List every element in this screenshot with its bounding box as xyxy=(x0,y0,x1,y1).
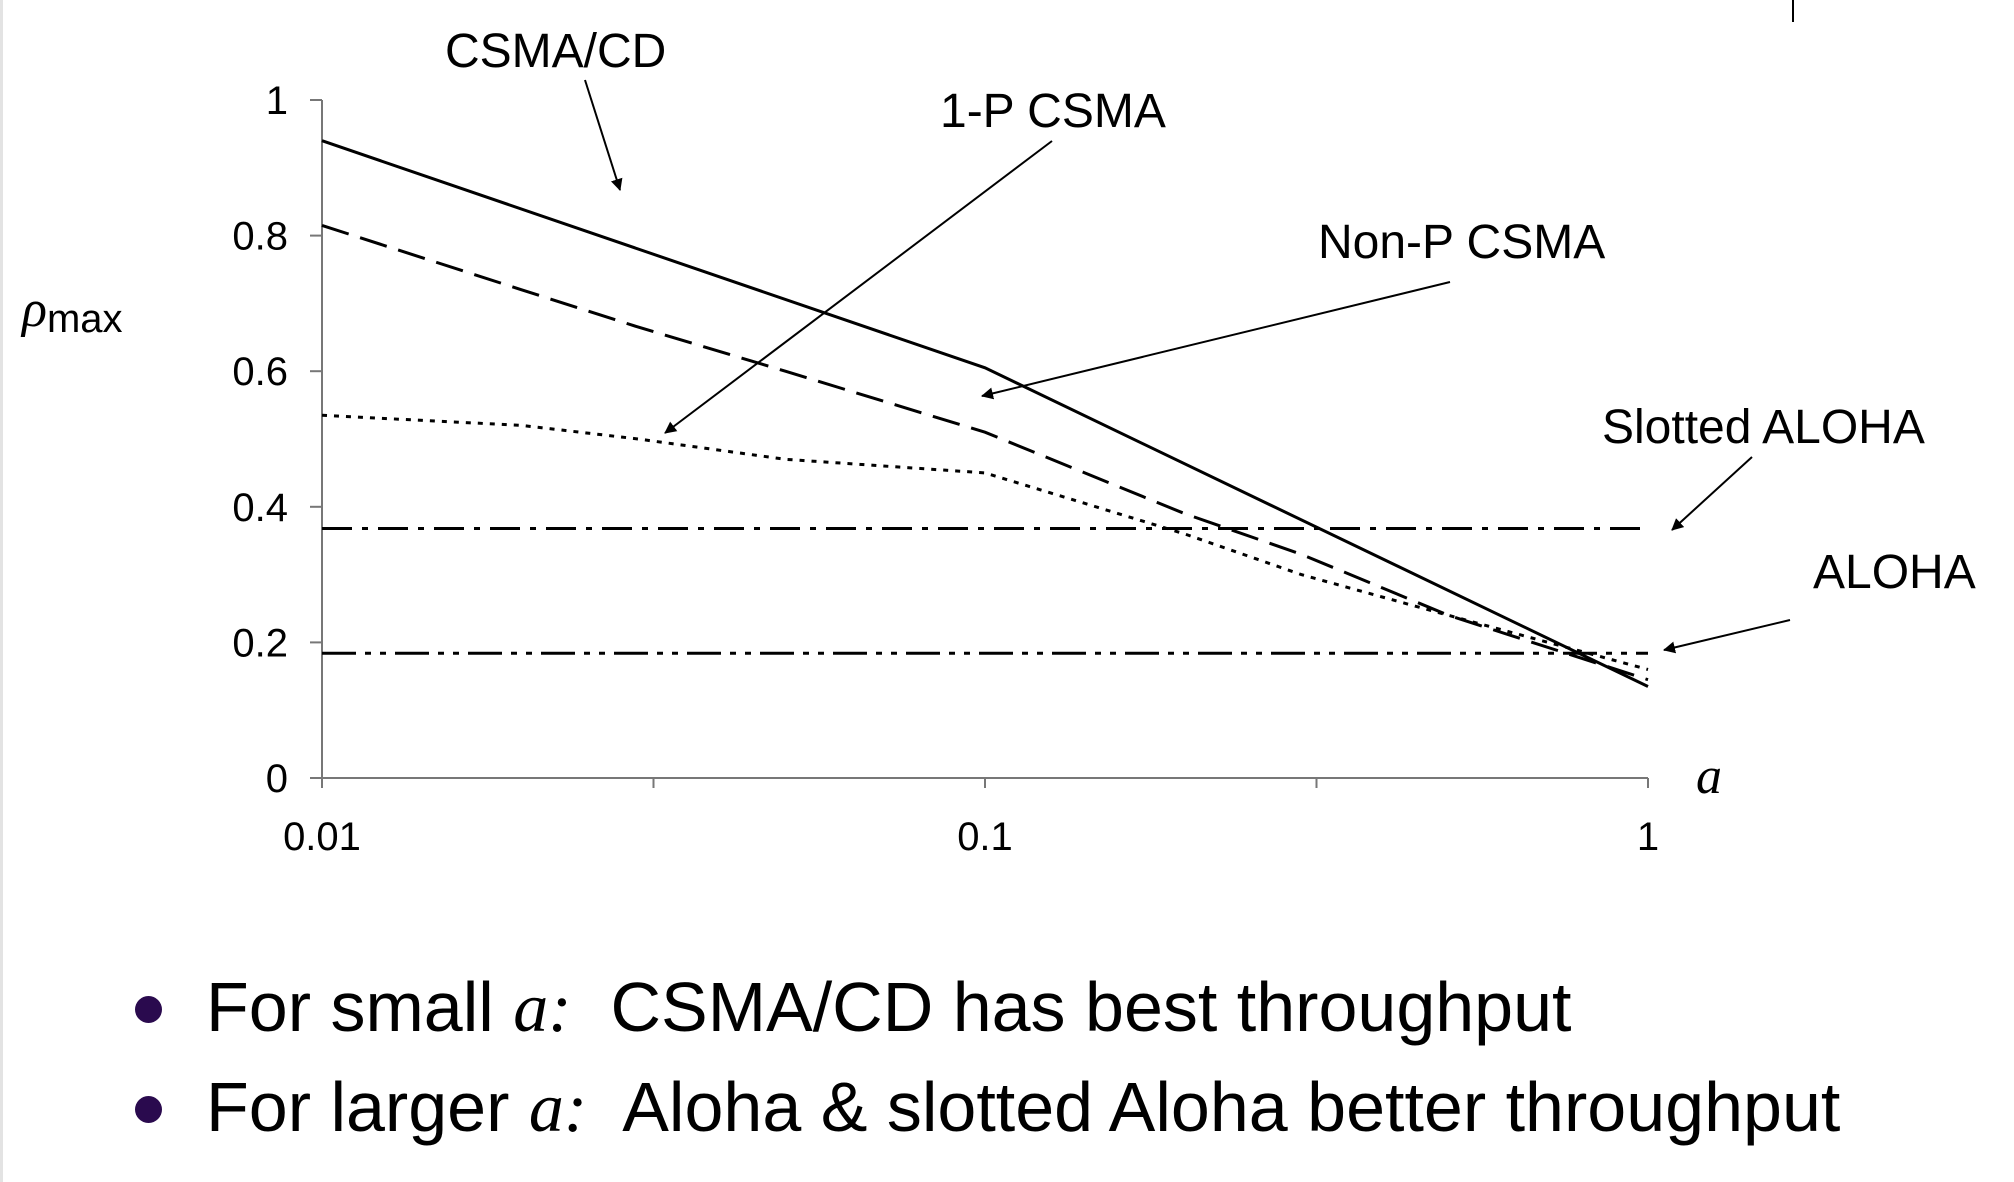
non-p-csma-arrow xyxy=(981,281,1451,400)
series-line-non-p-csma xyxy=(321,223,1649,682)
bullet-text-rest: Aloha & slotted Aloha better throughput xyxy=(587,1068,1841,1146)
x-axis-label: a xyxy=(1696,748,1722,805)
aloha-arrow xyxy=(1663,619,1791,654)
bullet-text-lead: For small xyxy=(206,968,514,1046)
series-line-csma-cd xyxy=(321,139,1649,688)
csma-cd-arrow xyxy=(584,79,623,191)
y-tick-label: 0.2 xyxy=(232,621,288,665)
series-line-1-p-csma xyxy=(321,413,1649,671)
bullet-item: For larger a: Aloha & slotted Aloha bett… xyxy=(130,1058,1840,1158)
bullet-dot xyxy=(135,1096,162,1123)
y-tick-label: 0.6 xyxy=(232,350,288,394)
y-tick-label: 0 xyxy=(266,757,288,801)
slide-left-edge xyxy=(0,0,3,1182)
y-tick-label: 0.8 xyxy=(232,215,288,259)
x-tick-label: 0.1 xyxy=(957,815,1013,859)
one-p-csma-arrow xyxy=(664,140,1053,434)
throughput-chart: 00.20.40.60.810.01 0.1 1 CSMA/CD 1-P CSMA … xyxy=(20,25,1976,859)
bullet-dot xyxy=(135,996,162,1023)
corner-mark xyxy=(1792,0,1794,22)
label-csma-cd: CSMA/CD xyxy=(445,25,666,78)
bullet-variable: a: xyxy=(513,970,572,1047)
bullet-item: For small a: CSMA/CD has best throughput xyxy=(130,958,1840,1058)
label-slotted-aloha: Slotted ALOHA xyxy=(1602,401,1925,454)
y-tick-label: 1 xyxy=(266,79,288,123)
bullet-text-lead: For larger xyxy=(206,1068,529,1146)
x-tick-label: 0.01 xyxy=(283,815,361,859)
label-non-p-csma: Non-P CSMA xyxy=(1318,216,1605,269)
x-tick-label: 1 xyxy=(1637,815,1659,859)
label-one-p-csma: 1-P CSMA xyxy=(940,85,1166,138)
bullet-list: For small a: CSMA/CD has best throughput… xyxy=(130,958,1840,1158)
y-tick-label: 0.4 xyxy=(232,486,288,530)
bullet-variable: a: xyxy=(528,1070,588,1147)
label-aloha: ALOHA xyxy=(1813,546,1976,599)
bullet-text-rest: CSMA/CD has best throughput xyxy=(571,968,1572,1046)
y-axis-label: ρmax xyxy=(20,281,123,341)
slotted-aloha-arrow xyxy=(1671,456,1753,531)
